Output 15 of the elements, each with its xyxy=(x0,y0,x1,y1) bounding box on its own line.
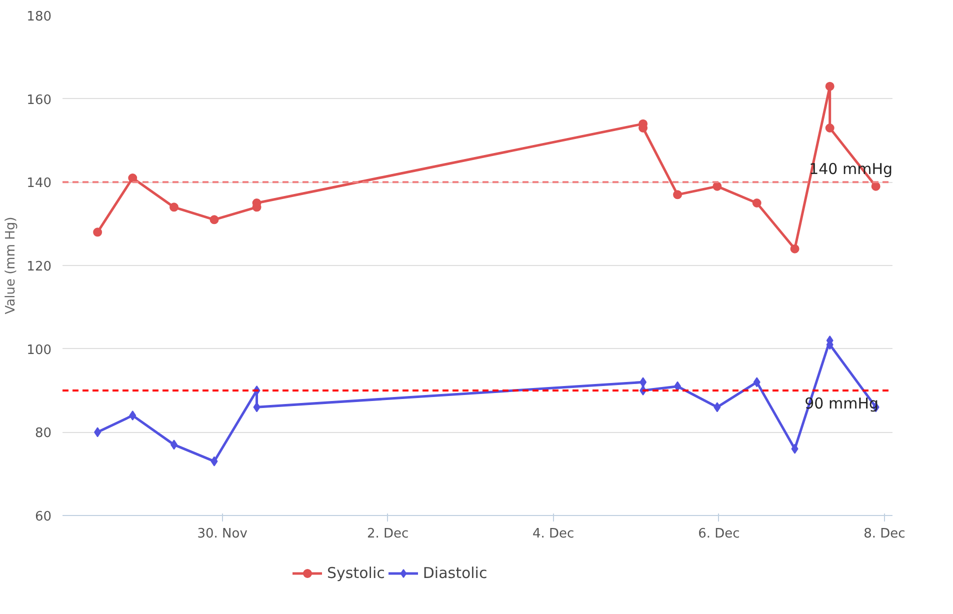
y-tick-label: 140 xyxy=(26,176,52,192)
x-tick-label: 2. Dec xyxy=(366,526,409,542)
y-axis-title: Value (mm Hg) xyxy=(4,216,19,314)
x-tick-label: 4. Dec xyxy=(532,526,574,542)
x-tick-label: 8. Dec xyxy=(864,526,906,542)
x-tick-label: 6. Dec xyxy=(698,526,740,542)
x-tick-label: 30. Nov xyxy=(197,526,248,542)
y-tick-label: 180 xyxy=(26,10,52,24)
legend-label: Systolic xyxy=(327,564,385,582)
y-tick-label: 80 xyxy=(34,426,52,442)
y-tick-label: 100 xyxy=(26,342,52,358)
legend-label: Diastolic xyxy=(422,564,488,582)
y-tick-label: 160 xyxy=(26,92,52,108)
y-tick-label: 120 xyxy=(26,260,52,274)
y-tick-label: 60 xyxy=(34,510,52,524)
